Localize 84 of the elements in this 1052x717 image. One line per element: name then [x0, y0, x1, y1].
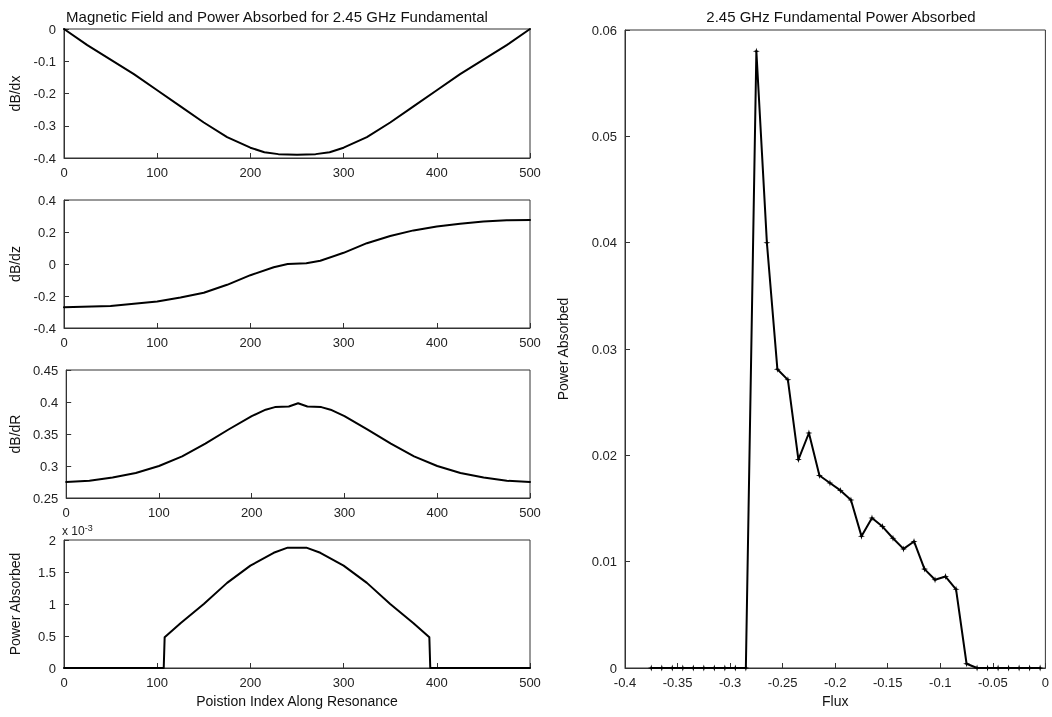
line-series — [63, 219, 531, 309]
x-tick-label: -0.4 — [613, 675, 637, 690]
point — [857, 532, 865, 540]
point — [826, 479, 834, 487]
y-tick-label: -0.1 — [33, 53, 56, 69]
x-tick-label: 100 — [146, 335, 169, 350]
x-tick-label: 200 — [239, 335, 262, 350]
y-tick-label: 0.5 — [37, 628, 56, 644]
y-tick-label: 0.3 — [40, 458, 59, 474]
point — [942, 573, 950, 581]
point — [878, 523, 886, 531]
x-tick-label: 400 — [426, 505, 449, 520]
y-tick-label: 0.4 — [37, 192, 56, 208]
y-tick-label: 2 — [48, 532, 56, 548]
x-tick-label: 200 — [239, 165, 262, 180]
point — [889, 534, 897, 542]
y-tick-label: 0.35 — [32, 426, 59, 442]
x-tick-label: 500 — [519, 675, 541, 690]
line-series — [65, 402, 531, 483]
point — [815, 472, 823, 480]
x-tick-label: 400 — [425, 335, 448, 350]
y-tick-label: 0.04 — [591, 235, 617, 251]
point — [910, 537, 918, 545]
x-tick-label: 500 — [519, 165, 541, 180]
y-tick-label: -0.3 — [33, 118, 56, 134]
y-tick-label: 0.4 — [40, 394, 59, 410]
point — [868, 514, 876, 522]
x-tick-label: -0.3 — [718, 675, 742, 690]
x-tick-label: -0.25 — [767, 675, 798, 690]
x-tick-label: 100 — [146, 675, 169, 690]
y-tick-label: 0 — [48, 660, 56, 676]
y-tick-label: -0.2 — [33, 86, 56, 101]
x-tick-label: 0 — [62, 505, 70, 520]
x-tick-label: -0.1 — [929, 675, 952, 690]
y-tick-label: 0 — [48, 21, 56, 37]
y-tick-label: 0.02 — [591, 447, 617, 463]
line-series — [63, 28, 531, 156]
y-tick-label: 0 — [609, 660, 617, 676]
y-tick-label: 0.25 — [32, 490, 59, 506]
y-tick-label: 0.06 — [591, 22, 617, 38]
y-axis-title: Power Absorbed — [7, 552, 23, 656]
y-tick-label: -0.2 — [33, 288, 56, 304]
y-tick-label: 0.05 — [591, 128, 617, 144]
x-axis-title: Poistion Index Along Resonance — [196, 692, 398, 709]
point — [921, 565, 929, 573]
y-tick-label: 0.03 — [591, 341, 617, 357]
x-tick-label: 500 — [519, 335, 541, 350]
y-tick-label: 0.45 — [32, 362, 59, 378]
x-tick-label: 0 — [1041, 675, 1049, 690]
x-tick-label: 300 — [332, 675, 355, 690]
y-axis-title: dB/dR — [7, 414, 23, 454]
y-axis-title: dB/dz — [7, 246, 23, 282]
y-tick-label: -0.4 — [33, 320, 56, 336]
x-tick-label: -0.15 — [872, 675, 903, 690]
y-axis-title: dB/dx — [7, 75, 23, 112]
y-tick-label: 1.5 — [37, 564, 56, 580]
point — [931, 576, 939, 584]
y-axis-title: Power Absorbed — [555, 297, 571, 401]
x-tick-label: 400 — [425, 675, 448, 690]
x-tick-label: 300 — [332, 165, 355, 180]
chart-title: 2.45 GHz Fundamental Power Absorbed — [706, 8, 976, 25]
y-tick-label: 0.01 — [591, 554, 617, 570]
x-tick-label: -0.2 — [823, 675, 847, 690]
x-tick-label: 200 — [239, 675, 262, 690]
x-tick-label: -0.05 — [978, 675, 1008, 690]
y-tick-label: 0 — [48, 256, 56, 272]
y-tick-label: 0.2 — [37, 224, 56, 240]
y-tick-label: 1 — [48, 596, 56, 612]
x-axis-title: Flux — [821, 692, 849, 709]
chart-title: Magnetic Field and Power Absorbed for 2.45 GHz Fundamental — [66, 8, 488, 25]
x-tick-label: 100 — [146, 165, 169, 180]
point — [952, 585, 960, 593]
x-tick-label: 300 — [332, 335, 355, 350]
x-tick-label: 500 — [519, 505, 541, 520]
x-tick-label: 400 — [425, 165, 448, 180]
point — [836, 486, 844, 494]
x-tick-label: -0.35 — [662, 675, 693, 690]
y-tick-label: -0.4 — [33, 150, 56, 166]
x-tick-label: 200 — [240, 505, 263, 520]
point — [763, 239, 771, 247]
x-tick-label: 300 — [333, 505, 356, 520]
x-tick-label: 100 — [148, 505, 170, 520]
point — [900, 545, 908, 553]
point — [847, 496, 855, 504]
